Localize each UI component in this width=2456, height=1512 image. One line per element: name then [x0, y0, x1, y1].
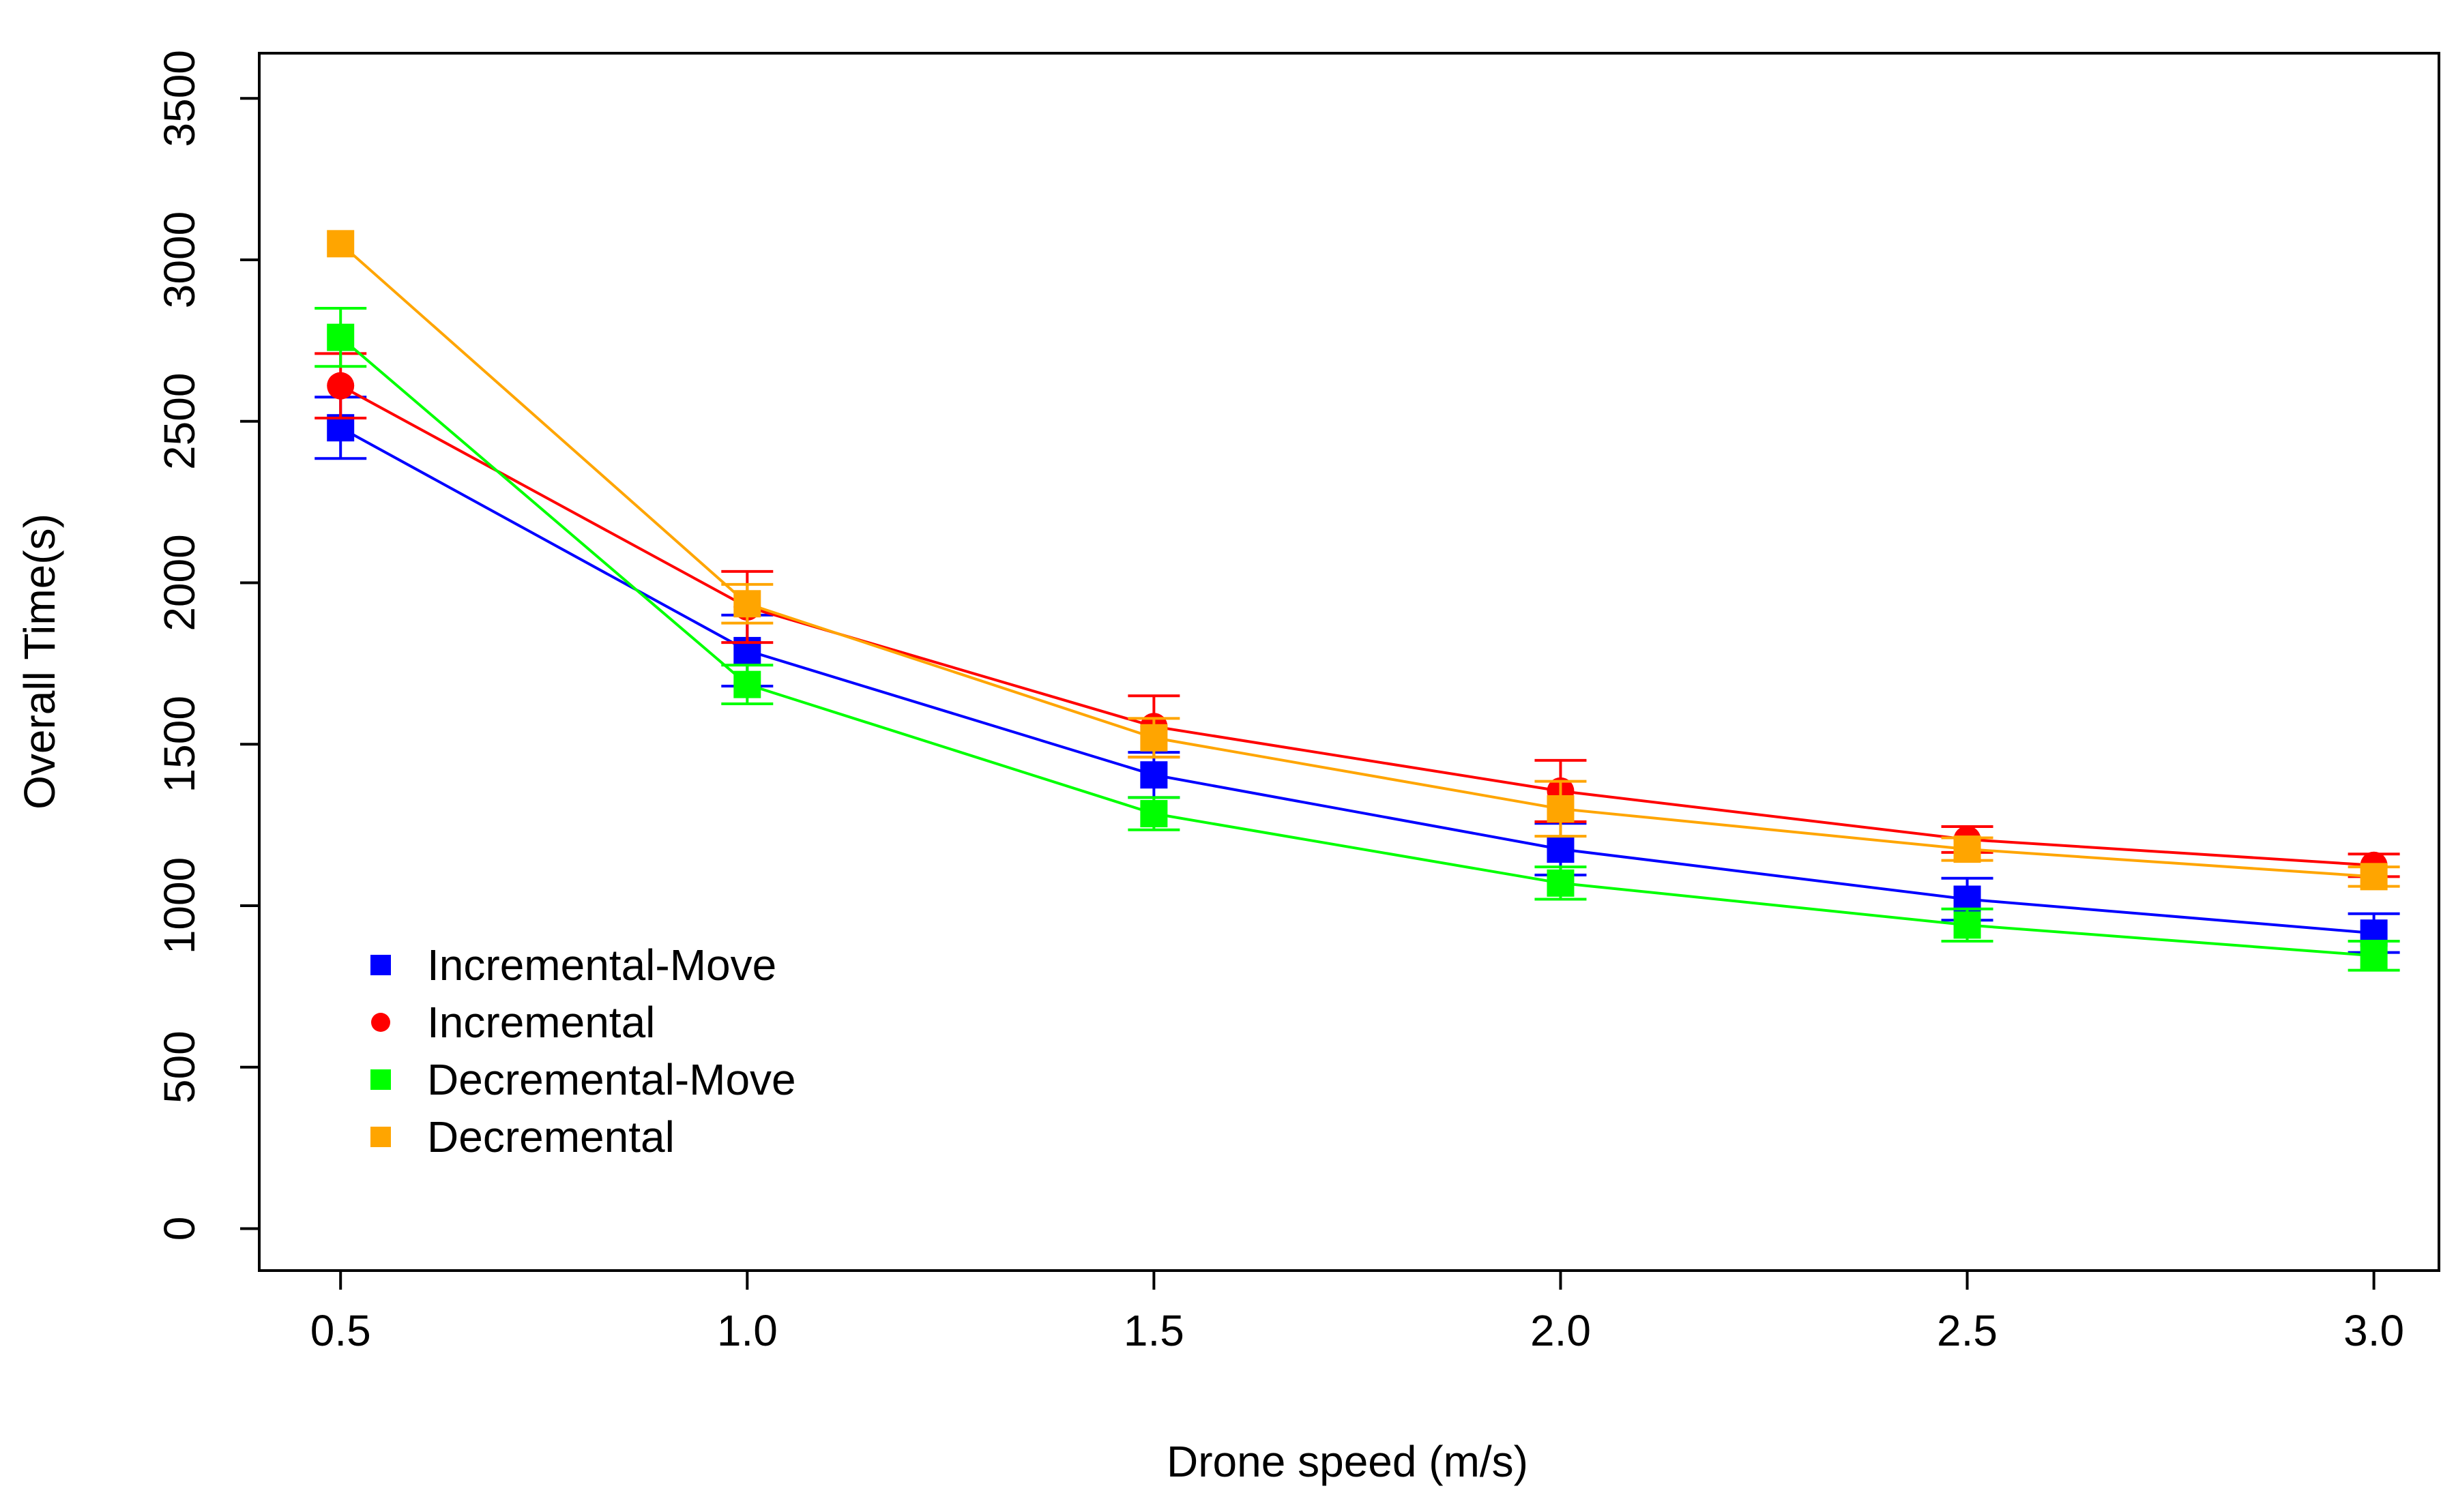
data-point [1953, 835, 1981, 863]
data-point [2360, 942, 2388, 970]
y-tick-label: 500 [155, 1031, 204, 1103]
y-tick-label: 1500 [155, 696, 204, 792]
x-tick-label: 2.5 [1937, 1306, 1998, 1355]
data-point [1953, 911, 1981, 939]
data-point [327, 230, 355, 258]
data-point [1547, 795, 1575, 822]
data-point [1140, 724, 1168, 752]
data-point [327, 323, 355, 351]
series-decremental-move [315, 307, 2400, 972]
legend-marker [371, 1013, 390, 1032]
legend-label: Incremental-Move [427, 940, 776, 990]
x-axis-title: Drone speed (m/s) [1167, 1437, 1528, 1486]
series-line [340, 426, 2374, 935]
y-tick-label: 1000 [155, 857, 204, 954]
legend-marker [370, 955, 391, 975]
legend-label: Decremental [427, 1112, 675, 1161]
x-tick-label: 2.0 [1530, 1306, 1591, 1355]
data-point [327, 372, 355, 400]
y-tick-label: 3500 [155, 50, 204, 147]
data-point [1547, 835, 1575, 863]
data-point [1140, 800, 1168, 828]
legend-marker [370, 1069, 391, 1090]
legend: Incremental-Move Incremental Decremental-M… [370, 940, 796, 1161]
series-incremental-move [315, 396, 2400, 954]
x-tick-label: 3.0 [2343, 1306, 2404, 1355]
x-axis: 0.5 1.0 1.5 2.0 2.5 3.0 [310, 1269, 2404, 1355]
x-tick-label: 1.5 [1124, 1306, 1184, 1355]
y-axis-title: Overall Time(s) [15, 514, 64, 810]
series-layer [315, 230, 2400, 972]
data-point [733, 590, 761, 618]
data-point [1547, 869, 1575, 897]
y-axis: 0 500 1000 1500 2000 2500 3000 3500 [155, 50, 261, 1241]
y-tick-label: 0 [155, 1217, 204, 1241]
legend-label: Decremental-Move [427, 1055, 796, 1104]
legend-marker [370, 1127, 391, 1147]
x-tick-label: 0.5 [310, 1306, 371, 1355]
series-decremental [327, 230, 2400, 891]
data-point [1140, 761, 1168, 789]
series-line [339, 336, 2374, 958]
data-point [2360, 863, 2388, 891]
legend-label: Incremental [427, 998, 655, 1047]
y-tick-label: 2000 [155, 534, 204, 631]
x-tick-label: 1.0 [717, 1306, 778, 1355]
series-incremental [315, 352, 2400, 879]
y-tick-label: 2500 [155, 373, 204, 470]
series-line [339, 242, 2374, 878]
data-point [733, 670, 761, 698]
series-line [340, 384, 2374, 867]
y-tick-label: 3000 [155, 211, 204, 308]
